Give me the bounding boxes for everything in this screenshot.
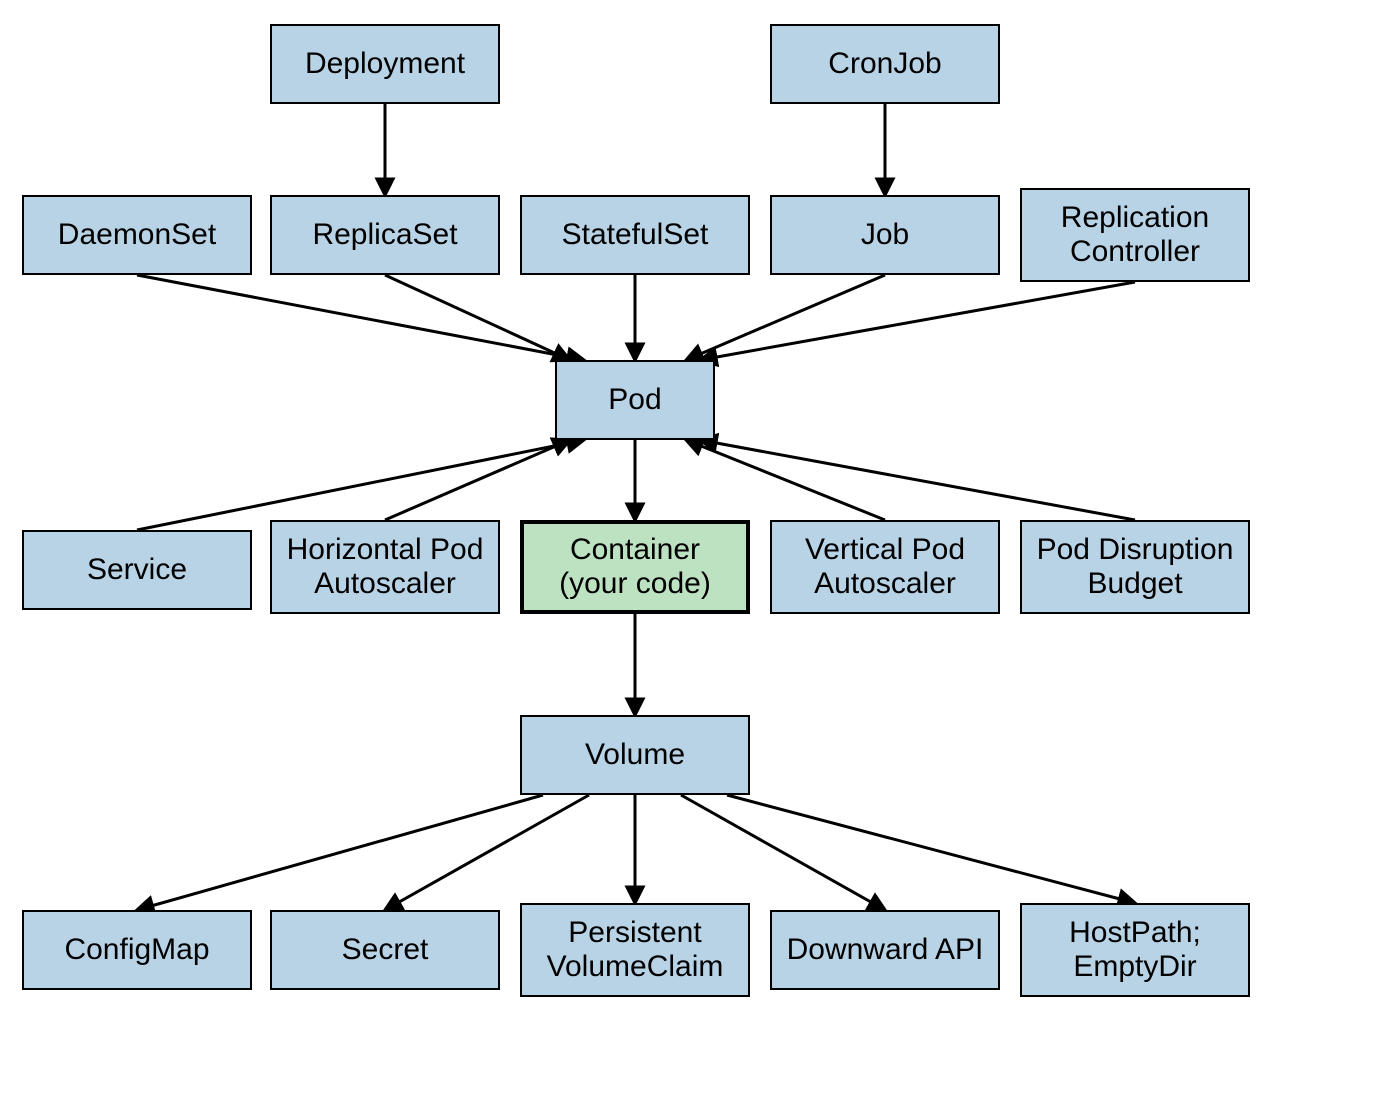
edge-service-to-pod [137,440,584,530]
edge-replicaset-to-pod [385,275,570,360]
edge-volume-to-hostpath [727,795,1135,903]
node-pod: Pod [555,360,715,440]
node-configmap: ConfigMap [22,910,252,990]
edge-pdb-to-pod [700,440,1135,520]
diagram-canvas: Deployment CronJob DaemonSetReplicaSetStat… [0,0,1383,1105]
node-replctrl: Replication Controller [1020,188,1250,282]
node-pdb: Pod Disruption Budget [1020,520,1250,614]
node-job: Job [770,195,1000,275]
node-daemonset: DaemonSet [22,195,252,275]
node-volume: Volume [520,715,750,795]
node-cronjob: CronJob [770,24,1000,104]
node-replicaset: ReplicaSet [270,195,500,275]
edge-volume-to-downwardapi [681,795,885,910]
edge-vpa-to-pod [686,440,885,520]
node-downwardapi: Downward API [770,910,1000,990]
node-service: Service [22,530,252,610]
edge-hpa-to-pod [385,440,570,520]
edge-replctrl-to-pod [700,282,1135,360]
edge-volume-to-configmap [137,795,543,910]
edge-daemonset-to-pod [137,275,584,360]
node-vpa: Vertical Pod Autoscaler [770,520,1000,614]
edge-volume-to-secret [385,795,589,910]
node-statefulset: StatefulSet [520,195,750,275]
node-hostpath: HostPath; EmptyDir [1020,903,1250,997]
edge-job-to-pod [686,275,885,360]
node-secret: Secret [270,910,500,990]
node-hpa: Horizontal Pod Autoscaler [270,520,500,614]
node-container: Container (your code) [520,520,750,614]
node-deployment: Deployment [270,24,500,104]
node-pvc: Persistent VolumeClaim [520,903,750,997]
